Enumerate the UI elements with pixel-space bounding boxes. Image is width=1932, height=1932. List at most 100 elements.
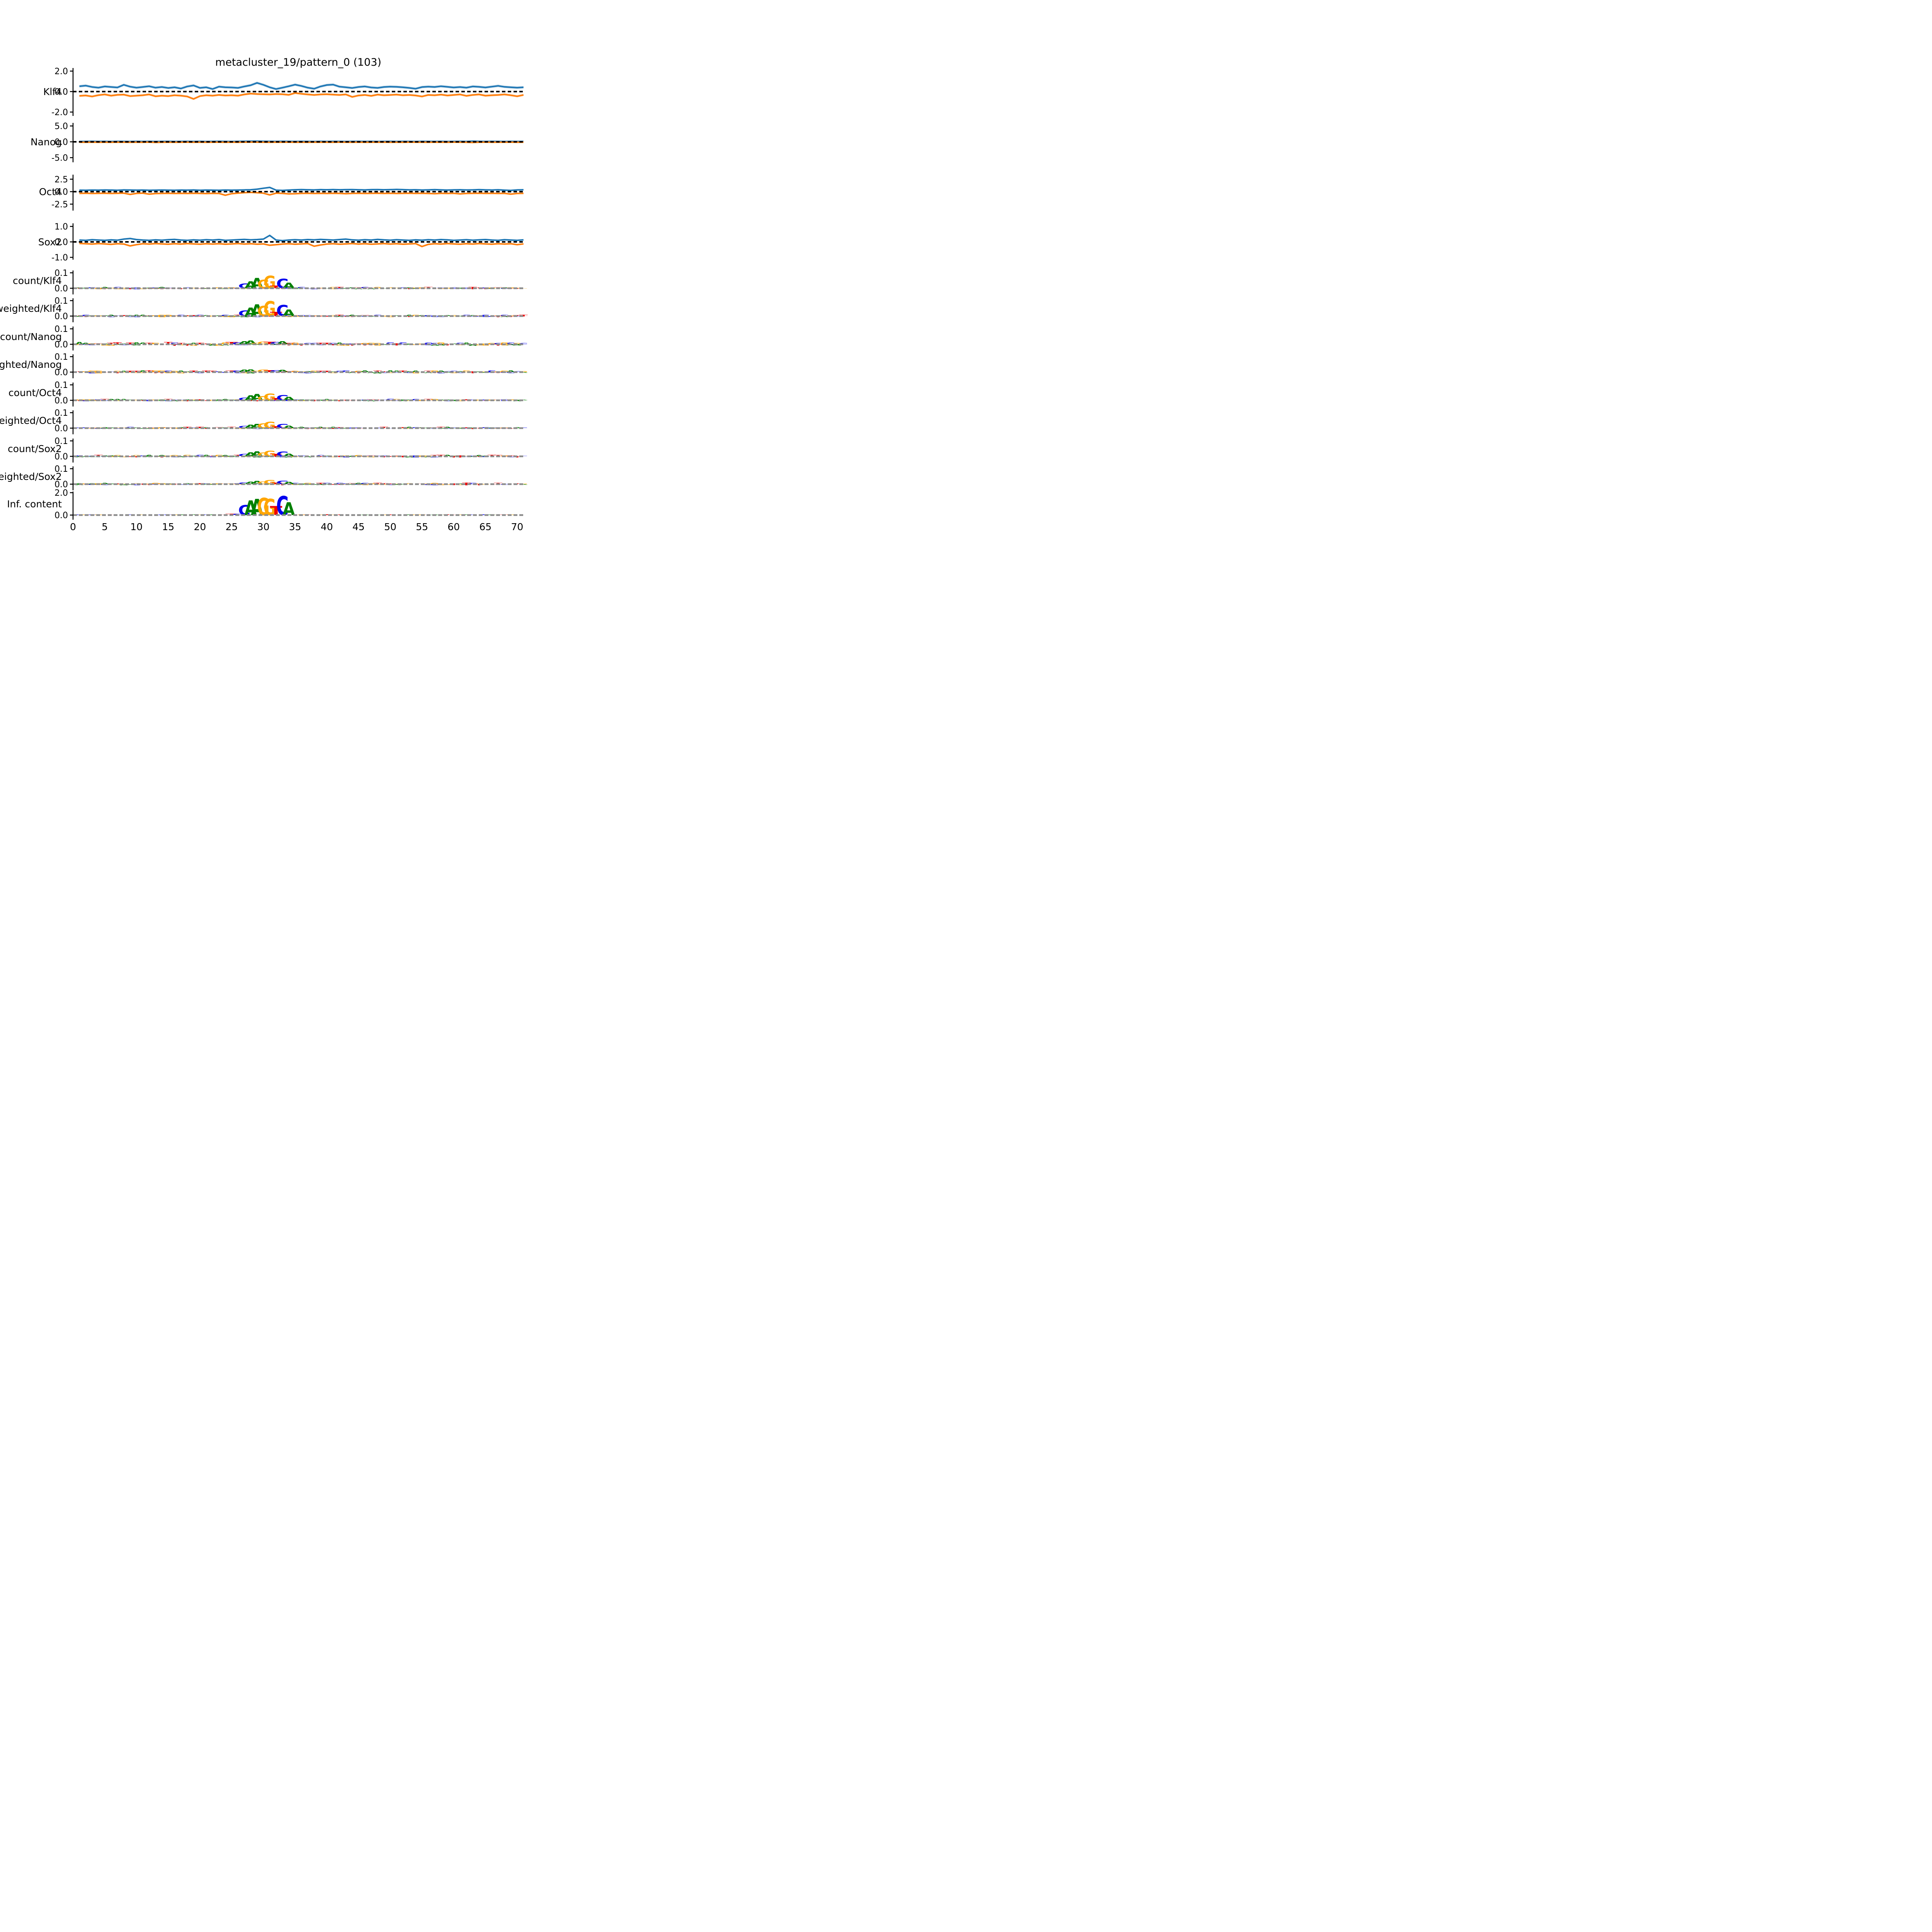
logo-letter-T: T [386, 514, 395, 515]
y-tick-label: 0.0 [54, 138, 68, 147]
logo-letter-T: T [270, 453, 282, 457]
logo-letter-C: C [456, 343, 464, 345]
panel-label-count-sox2: count/Sox2 [8, 443, 62, 454]
panel-nanog: 5.0 0.0 -5.0 Nanog [31, 122, 524, 163]
logo-letter-G: G [392, 287, 401, 288]
chart-canvas: 2.00.0-2.0Klf45.00.0-5.0Nanog2.50.0-2.5O… [0, 67, 528, 532]
logo-letter-A: A [253, 344, 261, 345]
logo-letter-T: T [462, 427, 471, 429]
panel-count-sox2: CAACATACAGGAGTGTCAAATGGCAGCAACCAATCGAGAA… [8, 437, 528, 463]
logo-letter-G: G [386, 315, 395, 316]
logo-letter-T: T [119, 315, 128, 316]
logo-letter-A: A [392, 315, 401, 316]
logo-letter-T: T [270, 285, 282, 289]
logo-letter-T: T [399, 456, 407, 458]
logo-letter-G: G [392, 399, 401, 401]
logo-letter-A: A [113, 456, 122, 457]
logo-letter-T: T [225, 342, 238, 345]
logo-letter-A: A [253, 456, 261, 458]
logo-letter-G: G [132, 400, 141, 401]
logo-letter-C: C [126, 514, 134, 515]
logo-letter-G: G [257, 369, 270, 373]
logo-letter-G: G [126, 372, 134, 373]
logo-letter-T: T [259, 288, 268, 289]
x-axis: 0 5 10 15 20 25 30 35 40 45 50 55 60 65 70 [70, 521, 523, 532]
logo-letter-G: G [456, 400, 464, 402]
x-tick-label: 35 [289, 521, 301, 532]
logo-letter-A: A [196, 371, 204, 372]
logo-letter-G: G [189, 399, 198, 401]
logo-letter-T: T [392, 343, 401, 345]
panel-label-weighted-oct4: weighted/Oct4 [0, 415, 62, 426]
logo-letter-G: G [329, 514, 337, 515]
logo-letter-C: C [449, 371, 458, 372]
logo-letter-T: T [202, 400, 211, 401]
logo-letter-T: T [386, 484, 395, 485]
panel-label-count-klf4: count/Klf4 [13, 275, 62, 286]
logo-letter-G: G [189, 288, 198, 289]
logo-letter-A: A [316, 427, 325, 429]
logo-letter-A: A [456, 483, 464, 485]
logo-letter-C: C [392, 400, 401, 401]
logo-letter-T: T [468, 371, 477, 372]
logo-letter-C: C [335, 483, 344, 485]
logo-letter-A: A [386, 370, 395, 373]
logo-letter-T: T [316, 371, 325, 372]
logo-letter-T: T [183, 315, 191, 316]
logo-letter-C: C [449, 288, 458, 289]
logo-letter-A: A [462, 344, 471, 345]
logo-letter-T: T [126, 456, 134, 457]
logo-letter-G: G [257, 481, 270, 485]
panel-count-oct4: GTGCGACGTCAAGAAGGATCCGAATCCACGATGATATGGA… [9, 381, 528, 406]
logo-letter-C: C [183, 484, 191, 485]
logo-letter-C: C [323, 456, 331, 457]
logo-letter-C: C [519, 456, 528, 457]
series-line-negative [79, 191, 524, 196]
logo-letter-C: C [468, 483, 477, 485]
logo-letter-A: A [265, 400, 274, 401]
logo-letter-G: G [456, 484, 464, 486]
y-tick-label: 0.0 [54, 424, 68, 434]
confidence-band-negative [79, 92, 524, 100]
logo-letter-T: T [164, 342, 173, 345]
logo-letter-A: A [282, 425, 295, 429]
logo-letter-A: A [449, 456, 458, 457]
logo-letter-A: A [449, 344, 458, 345]
logo-letter-G: G [221, 342, 230, 345]
panel-label-sox2: Sox2 [38, 236, 62, 248]
logo-letter-T: T [132, 456, 141, 458]
logo-letter-T: T [468, 287, 477, 289]
logo-letter-C: C [386, 484, 395, 486]
panel-weighted-oct4: CCTGGCAAAGCGCCAAATATGGTGGATTCCGTAATTACTT… [0, 408, 528, 434]
logo-letter-G: G [456, 514, 464, 515]
logo-letter-G: G [132, 483, 141, 485]
logo-letter-A: A [265, 288, 274, 289]
panel-inf-content: CGCGTCGCCGAAGCATTGTGTGTAAGTAGGCAATTGACCA… [7, 488, 524, 522]
logo-letter-C: C [462, 428, 471, 429]
logo-letter-A: A [456, 288, 464, 289]
logo-letter-G: G [329, 315, 337, 316]
y-tick-label: -5.0 [51, 153, 68, 163]
logo-letter-A: A [329, 427, 337, 429]
series-line-positive [79, 187, 524, 191]
panel-klf4: 2.0 0.0 -2.0 Klf4 [43, 67, 524, 117]
y-tick-label: -2.0 [51, 108, 68, 117]
logo-letter-C: C [335, 371, 344, 372]
logo-letter-T: T [329, 484, 337, 485]
x-tick-label: 20 [194, 521, 206, 532]
logo-letter-C: C [399, 287, 407, 289]
logo-letter-A: A [245, 369, 257, 373]
logo-letter-G: G [196, 484, 204, 485]
logo-letter-G: G [316, 288, 325, 289]
logo-letter-A: A [183, 483, 191, 485]
y-tick-label: 0.0 [54, 396, 68, 406]
logo-letter-T: T [456, 455, 464, 457]
logo-letter-C: C [468, 316, 477, 317]
logo-letter-G: G [519, 484, 528, 485]
logo-letter-A: A [282, 396, 295, 401]
logo-letter-T: T [113, 342, 122, 345]
logo-letter-T: T [264, 341, 276, 345]
logo-letter-A: A [202, 315, 211, 316]
logo-letter-G: G [386, 372, 395, 373]
logo-letter-A: A [189, 456, 198, 457]
